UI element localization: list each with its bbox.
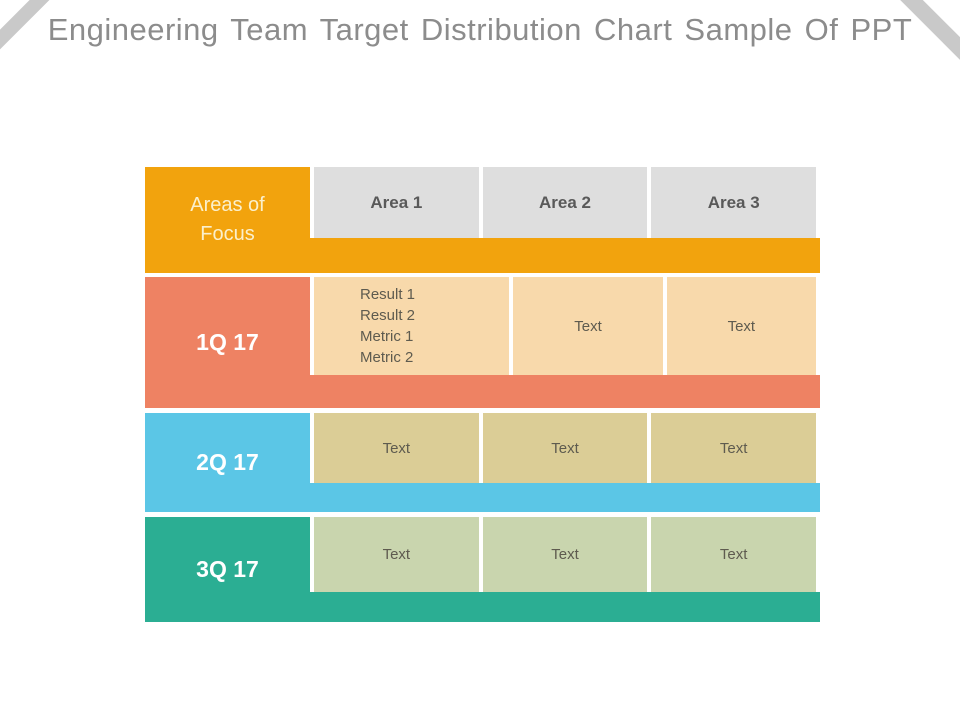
column-header-label: Area 2	[539, 192, 591, 212]
table-cell: Text	[314, 413, 479, 483]
corner-header-line-2: Focus	[200, 223, 255, 245]
column-header-label: Area 1	[370, 192, 423, 212]
cell-line: Text	[551, 439, 579, 457]
table-cell: Text	[651, 517, 817, 592]
cell-line: Text	[727, 317, 756, 335]
cell-line: Result 2	[360, 307, 416, 324]
column-header-area1: Area 1	[314, 167, 479, 238]
table-cell: Text	[513, 277, 663, 375]
target-distribution-table: Areas of Focus Area 1 Area 2 Area 3 1Q 1…	[145, 167, 820, 622]
table-cell: Text	[666, 277, 816, 375]
table-cell: Text	[314, 517, 479, 592]
row-label: 3Q 17	[196, 556, 259, 582]
row-1q17-cells: Result 1 Result 2 Metric 1 Metric 2 Text…	[314, 277, 816, 375]
row-2q17-cells: Text Text Text	[314, 413, 817, 483]
row-header-2q17: 2Q 17	[145, 413, 310, 512]
cell-line: Text	[551, 546, 579, 563]
table-row-3q17: 3Q 17 Text Text Text	[145, 517, 820, 622]
cell-line: Text	[574, 317, 602, 335]
cell-line: Text	[382, 439, 411, 457]
table-cell: Text	[482, 413, 648, 483]
column-header-area3: Area 3	[651, 167, 817, 238]
cell-line: Text	[719, 439, 748, 457]
slide-title: Engineering Team Target Distribution Cha…	[47, 12, 913, 47]
corner-header-line-1: Areas of	[190, 194, 265, 216]
table-cell: Result 1 Result 2 Metric 1 Metric 2	[314, 277, 510, 375]
cell-line: Result 1	[360, 286, 416, 303]
cell-line: Metric 1	[360, 328, 414, 345]
row-header-3q17: 3Q 17	[145, 517, 310, 622]
table-header-band: Areas of Focus Area 1 Area 2 Area 3	[145, 167, 820, 273]
row-label: 1Q 17	[196, 329, 259, 355]
row-header-1q17: 1Q 17	[145, 277, 310, 408]
table-cell: Text	[651, 413, 817, 483]
cell-line: Text	[719, 546, 748, 563]
table-row-1q17: 1Q 17 Result 1 Result 2 Metric 1 Metric …	[145, 277, 820, 408]
corner-header-cell: Areas of Focus	[145, 167, 310, 273]
table-row-2q17: 2Q 17 Text Text Text	[145, 413, 820, 512]
column-header-cells: Area 1 Area 2 Area 3	[314, 167, 817, 238]
table-cell: Text	[482, 517, 648, 592]
column-header-area2: Area 2	[482, 167, 648, 238]
row-label: 2Q 17	[196, 449, 259, 475]
column-header-label: Area 3	[707, 192, 760, 212]
cell-line: Metric 2	[360, 349, 414, 366]
cell-line: Text	[382, 546, 411, 563]
row-3q17-cells: Text Text Text	[314, 517, 817, 592]
